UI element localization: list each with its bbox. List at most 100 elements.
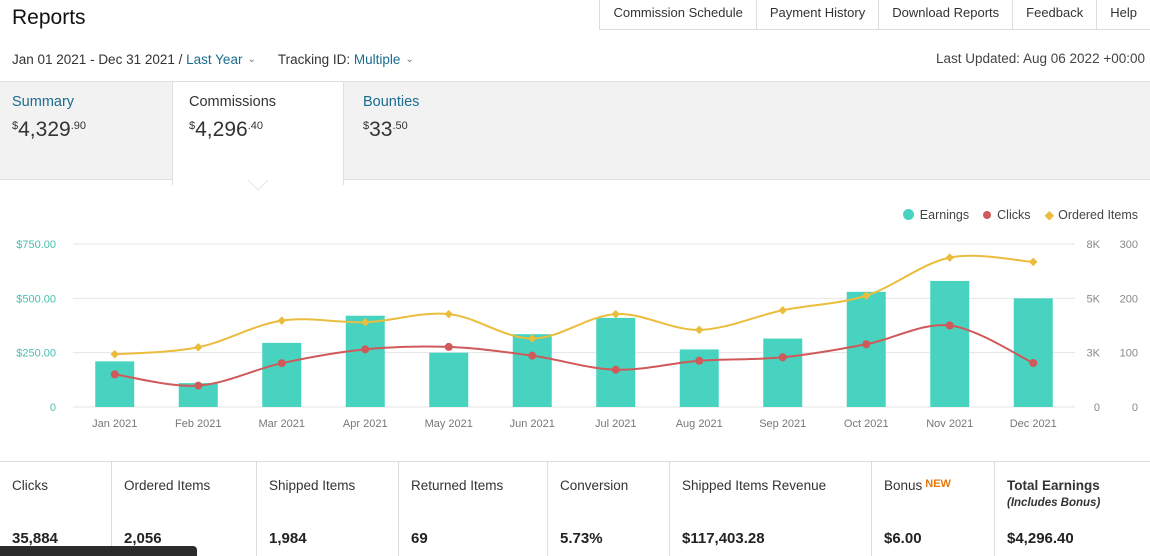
legend-clicks-icon [983, 210, 992, 219]
nav-commission-schedule[interactable]: Commission Schedule [600, 0, 757, 29]
tab-label: Commissions [189, 94, 277, 110]
nav-download-reports[interactable]: Download Reports [879, 0, 1014, 29]
clicks-point [945, 321, 954, 330]
chevron-down-icon[interactable]: ⌄ [247, 54, 256, 65]
earnings-chart: 0 0 0 $250.00 3K 100 $500.00 5K 200 $750.00 8K 300 J… [16, 239, 1138, 430]
x-tick-label: Sep 2021 [759, 418, 806, 430]
nav-help[interactable]: Help [1110, 5, 1137, 20]
tab-summary[interactable]: Summary $4,329.90 [0, 82, 172, 181]
ordered-items-point [695, 325, 704, 335]
clicks-point [1029, 358, 1038, 367]
clicks-point [110, 370, 119, 379]
nav-payment-history[interactable]: Payment History [757, 0, 880, 29]
stat-ordered-items: Ordered Items 2,056 [112, 462, 257, 556]
clicks-point [361, 345, 370, 354]
stat-returned-items: Returned Items 69 [399, 462, 548, 556]
bar [345, 315, 385, 407]
y-tick-label: $750.00 [16, 239, 56, 251]
legend-earnings[interactable]: Earnings [902, 208, 969, 222]
y2-tick-label: 5K [1087, 293, 1101, 305]
period-dropdown[interactable]: Last Year [186, 52, 243, 67]
x-tick-label: Nov 2021 [926, 418, 973, 430]
x-tick-label: Apr 2021 [343, 418, 388, 430]
chevron-down-icon[interactable]: ⌄ [405, 54, 414, 65]
tab-label: Summary [12, 94, 75, 110]
x-tick-label: Oct 2021 [844, 418, 889, 430]
clicks-point [778, 353, 787, 362]
ordered-items-point [611, 309, 620, 319]
tracking-id-dropdown[interactable]: Multiple [353, 52, 401, 67]
date-range-text: Jan 01 2021 - Dec 31 2021 / [12, 52, 183, 67]
tracking-id-label: Tracking ID: [277, 52, 351, 67]
overlay-bar [0, 546, 197, 556]
x-tick-label: May 2021 [425, 418, 473, 430]
legend-clicks[interactable]: Clicks [983, 208, 1030, 222]
new-badge: NEW [925, 478, 951, 490]
x-tick-label: Jun 2021 [510, 418, 555, 430]
y3-tick-label: 100 [1120, 348, 1138, 360]
tab-bounties[interactable]: Bounties $33.50 [351, 82, 523, 181]
clicks-line [114, 324, 1034, 387]
top-nav: Commission Schedule Payment History Down… [599, 0, 1150, 30]
bar [763, 338, 803, 407]
ordered-items-point [444, 309, 453, 319]
bar [596, 317, 636, 407]
nav-feedback[interactable]: Feedback [1013, 0, 1098, 29]
clicks-point [695, 356, 704, 365]
legend-earnings-icon [902, 209, 914, 220]
bar [512, 334, 552, 407]
y-tick-label: 0 [50, 402, 56, 414]
bar [846, 291, 886, 407]
clicks-point [277, 359, 286, 368]
ordered-items-point [110, 350, 119, 359]
ordered-items-point [1029, 257, 1038, 267]
clicks-point [194, 381, 203, 390]
ordered-items-point [361, 317, 370, 327]
stat-conversion: Conversion 5.73% [548, 462, 670, 556]
bar [262, 342, 302, 407]
x-tick-label: Jan 2021 [92, 418, 137, 430]
tab-amount: $33.50 [363, 118, 408, 141]
filter-bar: Jan 01 2021 - Dec 31 2021 / Last Year ⌄ … [12, 52, 414, 67]
y3-tick-label: 200 [1120, 293, 1138, 305]
ordered-items-point [945, 253, 954, 262]
legend-ordered-items-icon: ◆ [1044, 208, 1055, 222]
x-tick-label: Feb 2021 [175, 418, 221, 430]
x-tick-label: Jul 2021 [595, 418, 637, 430]
stat-bonus: Bonus NEW $6.00 [872, 462, 995, 556]
ordered-items-point [194, 342, 203, 352]
bar [1013, 298, 1053, 407]
clicks-point [444, 342, 453, 351]
bar [930, 280, 970, 407]
y3-tick-label: 0 [1132, 402, 1138, 414]
active-tab-caret [248, 180, 268, 191]
ordered-items-point [277, 316, 286, 325]
y-tick-label: $250.00 [16, 348, 56, 360]
stats-row: Clicks 35,884 Ordered Items 2,056 Shippe… [0, 461, 1150, 556]
bar [95, 361, 135, 407]
bar [429, 352, 469, 407]
y3-tick-label: 300 [1120, 239, 1138, 251]
last-updated: Last Updated: Aug 06 2022 +00:00 [935, 51, 1145, 66]
tab-label: Bounties [363, 94, 420, 110]
tab-amount: $4,296.40 [189, 118, 263, 141]
clicks-point [611, 365, 620, 374]
tab-commissions[interactable]: Commissions $4,296.40 [172, 82, 344, 185]
chart-legend: Earnings Clicks ◆ Ordered Items [889, 207, 1138, 222]
x-tick-label: Dec 2021 [1010, 418, 1057, 430]
y2-tick-label: 3K [1087, 348, 1101, 360]
clicks-point [862, 340, 871, 349]
bar [178, 383, 218, 407]
tab-amount: $4,329.90 [12, 118, 86, 141]
x-tick-label: Mar 2021 [259, 418, 305, 430]
stat-shipped-items-revenue: Shipped Items Revenue $117,403.28 [670, 462, 872, 556]
y2-tick-label: 0 [1094, 402, 1100, 414]
legend-ordered-items[interactable]: ◆ Ordered Items [1044, 207, 1138, 223]
stat-shipped-items: Shipped Items 1,984 [257, 462, 399, 556]
stat-total-earnings: Total Earnings (Includes Bonus) $4,296.4… [1007, 478, 1101, 547]
ordered-items-point [778, 306, 787, 315]
stat-clicks: Clicks 35,884 [0, 462, 112, 556]
clicks-point [528, 351, 537, 360]
page-title: Reports [12, 6, 86, 29]
summary-tabs: Summary $4,329.90 Commissions $4,296.40 … [0, 81, 1150, 185]
